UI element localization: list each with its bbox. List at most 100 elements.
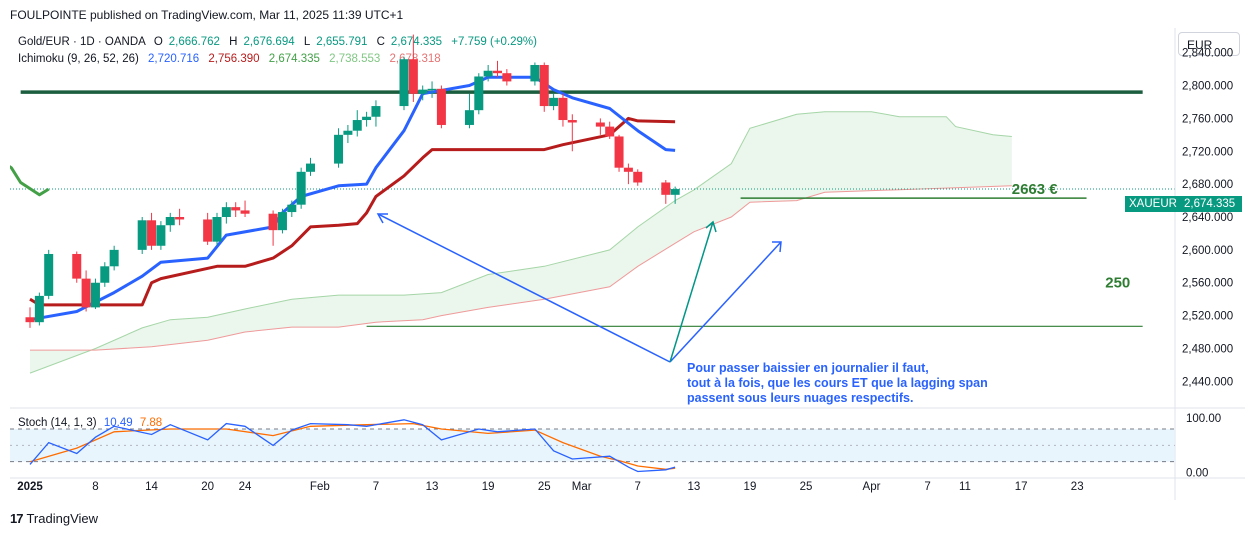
candle: [90, 278, 100, 310]
candle-body: [175, 217, 185, 220]
tradingview-brand: TradingView: [26, 511, 99, 526]
candle: [614, 134, 624, 172]
candle: [72, 251, 82, 283]
candle: [474, 73, 484, 115]
candle: [352, 110, 362, 137]
candle-body: [418, 89, 428, 94]
candle: [287, 200, 297, 217]
candle: [165, 212, 175, 232]
candle-body: [352, 120, 362, 131]
time-tick-label: 24: [239, 481, 252, 493]
candle: [25, 307, 35, 328]
ichimoku-lagging-value: 2,674.335: [268, 53, 320, 65]
time-tick-label: 7: [635, 481, 641, 493]
candle: [175, 208, 185, 226]
candle-body: [277, 212, 287, 231]
candle-body: [25, 317, 35, 323]
candle-body: [539, 64, 549, 107]
ichimoku-legend[interactable]: Ichimoku (9, 26, 52, 26) 2,720.716 2,756…: [18, 53, 447, 65]
candle-body: [464, 110, 474, 125]
time-tick-label: 11: [959, 481, 971, 493]
time-tick-label: 23: [1071, 481, 1084, 493]
candle: [137, 217, 147, 254]
candle-body: [90, 282, 100, 308]
candle: [502, 69, 512, 86]
candle-body: [483, 70, 493, 77]
symbol-legend: Gold/EUR · 1D · OANDA O 2,666.762 H 2,676.6…: [18, 36, 549, 48]
candle-body: [268, 213, 278, 231]
candle-body: [436, 88, 446, 125]
candle-body: [287, 204, 297, 213]
candle: [530, 62, 540, 86]
time-tick-label: 25: [538, 481, 551, 493]
arrowhead-cloud: [772, 241, 782, 253]
candle-body: [296, 171, 306, 205]
stoch-label: Stoch (14, 1, 3): [18, 417, 97, 429]
candle: [147, 212, 157, 250]
candle-body: [231, 207, 241, 211]
symbol-name[interactable]: Gold/EUR · 1D · OANDA: [18, 36, 146, 48]
price-tick-label: 2,720.000: [1182, 146, 1233, 158]
stoch-tick-label: 0.00: [1186, 468, 1208, 480]
candle-body: [595, 122, 605, 127]
price-tick-label: 2,520.000: [1182, 311, 1233, 323]
candle: [539, 62, 549, 112]
candle: [306, 157, 315, 176]
ichimoku-kijun-value: 2,756.390: [208, 53, 260, 65]
time-tick-label: 13: [426, 481, 439, 493]
candle-body: [240, 210, 250, 214]
candle: [277, 208, 287, 234]
candle: [231, 202, 241, 217]
ichimoku-label: Ichimoku (9, 26, 52, 26): [18, 53, 139, 65]
candle-body: [661, 182, 671, 195]
candle-body: [614, 136, 624, 168]
candle: [109, 245, 119, 271]
time-tick-label: 19: [482, 481, 495, 493]
time-tick-label: 20: [201, 481, 214, 493]
senkou-span-a: [29, 111, 1012, 374]
candle: [371, 100, 381, 127]
candle: [623, 163, 633, 185]
candle-body: [44, 253, 54, 296]
arrow-to-lagging: [377, 213, 671, 363]
candle-body: [165, 217, 175, 226]
ichimoku-tenkan-value: 2,720.716: [148, 53, 200, 65]
candle-body: [306, 163, 315, 172]
time-tick-label: 7: [924, 481, 930, 493]
ohlc-values: O 2,666.762 H 2,676.694 L 2,655.791 C 2,674.…: [153, 36, 537, 48]
price-tick-label: 2,600.000: [1182, 245, 1233, 257]
candle: [343, 124, 353, 144]
time-tick-label: 7: [373, 481, 379, 493]
stoch-legend[interactable]: Stoch (14, 1, 3) 10.49 7.88: [18, 417, 166, 429]
candle: [558, 93, 568, 127]
price-tick-label: 2,440.000: [1182, 376, 1233, 388]
candle-body: [203, 219, 213, 242]
candle-body: [221, 207, 231, 217]
arrow-to-price: [669, 221, 714, 363]
candle: [483, 64, 493, 82]
candle-body: [334, 134, 344, 164]
candle: [203, 212, 213, 245]
time-tick-label: 19: [744, 481, 757, 493]
stoch-k-value: 10.49: [103, 417, 133, 429]
candle-body: [100, 266, 110, 283]
candle: [670, 186, 680, 204]
candle-body: [212, 217, 222, 242]
candle: [549, 93, 559, 111]
currency-selector[interactable]: EUR: [1178, 32, 1240, 56]
candle-body: [408, 59, 418, 94]
candle-body: [530, 64, 540, 82]
candle: [334, 128, 344, 168]
candle-body: [399, 59, 409, 107]
time-tick-label: 25: [800, 481, 813, 493]
candle: [44, 249, 54, 300]
annotation-arrow-green: [669, 220, 717, 363]
ichimoku-spana-value: 2,738.553: [329, 53, 381, 65]
stoch-k-line: [29, 419, 676, 473]
stoch-d-value: 7.88: [139, 417, 163, 429]
candle-body: [633, 171, 643, 183]
candle-body: [502, 73, 512, 82]
candle: [595, 118, 605, 135]
candle: [605, 121, 615, 139]
